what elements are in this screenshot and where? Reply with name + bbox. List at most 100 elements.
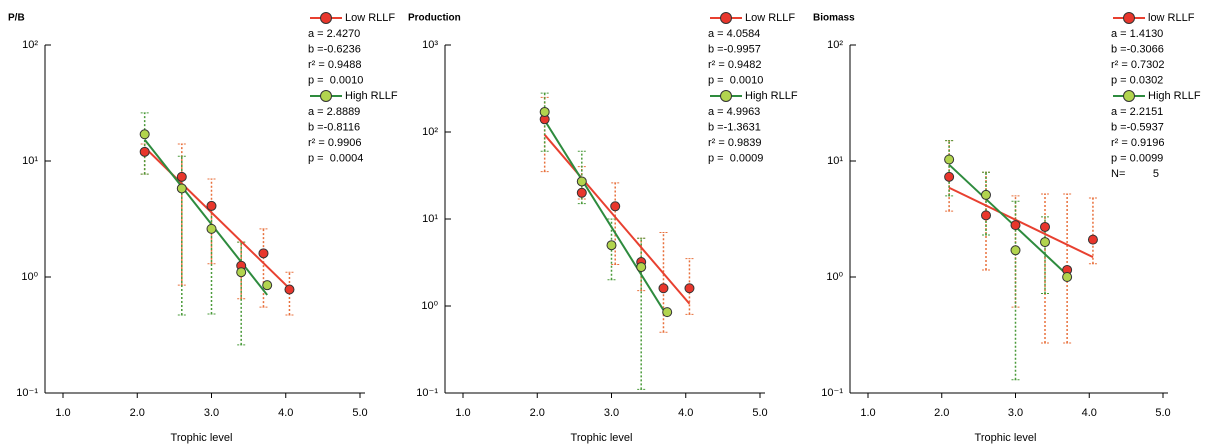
fit-stat: p = 0.0099: [1111, 152, 1163, 164]
data-point: [576, 176, 587, 187]
x-tick-label: 1.0: [860, 407, 875, 419]
y-tick-label: 10¹: [827, 155, 843, 167]
data-point: [262, 280, 273, 291]
data-point: [1062, 272, 1073, 282]
fit-stat: r² = 0.9488: [308, 59, 362, 71]
data-point: [610, 201, 621, 212]
legend-marker: [320, 90, 332, 102]
chart-title: Production: [408, 13, 461, 24]
x-tick-label: 2.0: [130, 407, 145, 419]
data-point: [176, 171, 187, 182]
data-point: [206, 223, 217, 234]
fit-stat: p = 0.0009: [708, 152, 763, 164]
fit-stat: p = 0.0302: [1111, 74, 1163, 86]
x-tick-label: 2.0: [530, 407, 545, 419]
y-tick-label: 10⁻¹: [16, 387, 38, 399]
y-tick-label: 10³: [422, 39, 438, 51]
legend-marker: [320, 12, 332, 24]
y-tick-label: 10⁰: [826, 271, 843, 283]
fit-stat: b =-0.8116: [308, 121, 360, 133]
fit-stat: b =-0.6236: [308, 43, 361, 55]
data-point: [1010, 220, 1021, 231]
x-tick-label: 4.0: [278, 407, 293, 419]
fit-stat: r² = 0.9839: [708, 137, 762, 149]
fit-line: [543, 134, 691, 305]
x-tick-label: 3.0: [204, 407, 219, 419]
data-point: [1087, 234, 1098, 245]
fit-stat: r² = 0.7302: [1111, 59, 1165, 71]
x-tick-label: 1.0: [55, 407, 70, 419]
data-point: [1040, 221, 1050, 232]
x-tick-label: 5.0: [352, 407, 367, 419]
x-axis-label: Trophic level: [171, 432, 233, 444]
data-point: [606, 240, 617, 251]
data-point: [258, 248, 269, 259]
y-tick-label: 10²: [22, 39, 38, 51]
data-point: [206, 200, 217, 211]
legend-marker: [720, 90, 732, 102]
data-point: [284, 284, 295, 295]
data-point: [662, 307, 673, 318]
legend-label: Low RLLF: [745, 12, 795, 24]
data-point: [981, 210, 991, 221]
fit-stat: p = 0.0010: [708, 74, 763, 86]
y-tick-label: 10⁻¹: [821, 387, 843, 399]
data-point: [236, 267, 247, 278]
x-tick-label: 4.0: [1082, 407, 1097, 419]
fit-stat: p = 0.0010: [308, 74, 363, 86]
legend-label: High RLLF: [345, 90, 398, 102]
legend-marker: [1123, 90, 1135, 102]
data-point: [139, 129, 150, 140]
fit-stat: a = 2.2151: [1111, 106, 1163, 118]
data-point: [658, 283, 669, 294]
x-tick-label: 1.0: [455, 407, 470, 419]
chart-title: P/B: [8, 13, 25, 24]
x-tick-label: 2.0: [934, 407, 949, 419]
fit-stat: r² = 0.9196: [1111, 137, 1165, 149]
fit-stat: a = 4.9963: [708, 106, 760, 118]
data-point: [1040, 237, 1050, 248]
fit-stat: a = 4.0584: [708, 28, 760, 40]
y-tick-label: 10⁻¹: [416, 387, 438, 399]
data-point: [1010, 245, 1021, 256]
legend-marker: [1123, 12, 1135, 24]
x-axis-label: Trophic level: [975, 432, 1037, 444]
fit-stat: b =-0.9957: [708, 43, 761, 55]
legend-label: Low RLLF: [345, 12, 395, 24]
x-tick-label: 3.0: [1008, 407, 1023, 419]
fit-line: [143, 138, 268, 296]
data-point: [684, 283, 695, 294]
x-tick-label: 5.0: [752, 407, 767, 419]
fit-stat: N= 5: [1111, 168, 1159, 180]
fit-line: [948, 163, 1068, 276]
y-tick-label: 10²: [422, 126, 438, 138]
fit-stat: b =-0.3066: [1111, 43, 1164, 55]
data-point: [539, 106, 550, 117]
y-tick-label: 10²: [827, 39, 843, 51]
data-point: [576, 187, 587, 198]
fit-stat: r² = 0.9482: [708, 59, 762, 71]
x-tick-label: 5.0: [1155, 407, 1170, 419]
legend-label: low RLLF: [1148, 12, 1195, 24]
fit-stat: a = 2.4270: [308, 28, 360, 40]
legend-label: High RLLF: [745, 90, 798, 102]
legend-label: High RLLF: [1148, 90, 1201, 102]
legend-marker: [720, 12, 732, 24]
fit-stat: b =-0.5937: [1111, 121, 1164, 133]
y-tick-label: 10¹: [22, 155, 38, 167]
fit-stat: b =-1.3631: [708, 121, 761, 133]
fit-stat: r² = 0.9906: [308, 137, 362, 149]
x-tick-label: 3.0: [604, 407, 619, 419]
x-axis-label: Trophic level: [571, 432, 633, 444]
data-point: [139, 146, 150, 157]
data-point: [981, 189, 991, 200]
fit-stat: a = 2.8889: [308, 106, 360, 118]
fit-stat: a = 1.4130: [1111, 28, 1163, 40]
fit-line: [543, 119, 669, 317]
y-tick-label: 10⁰: [421, 300, 438, 312]
data-point: [944, 154, 955, 165]
chart-title: Biomass: [813, 13, 855, 24]
y-tick-label: 10⁰: [21, 271, 38, 283]
fit-line: [948, 186, 1094, 259]
